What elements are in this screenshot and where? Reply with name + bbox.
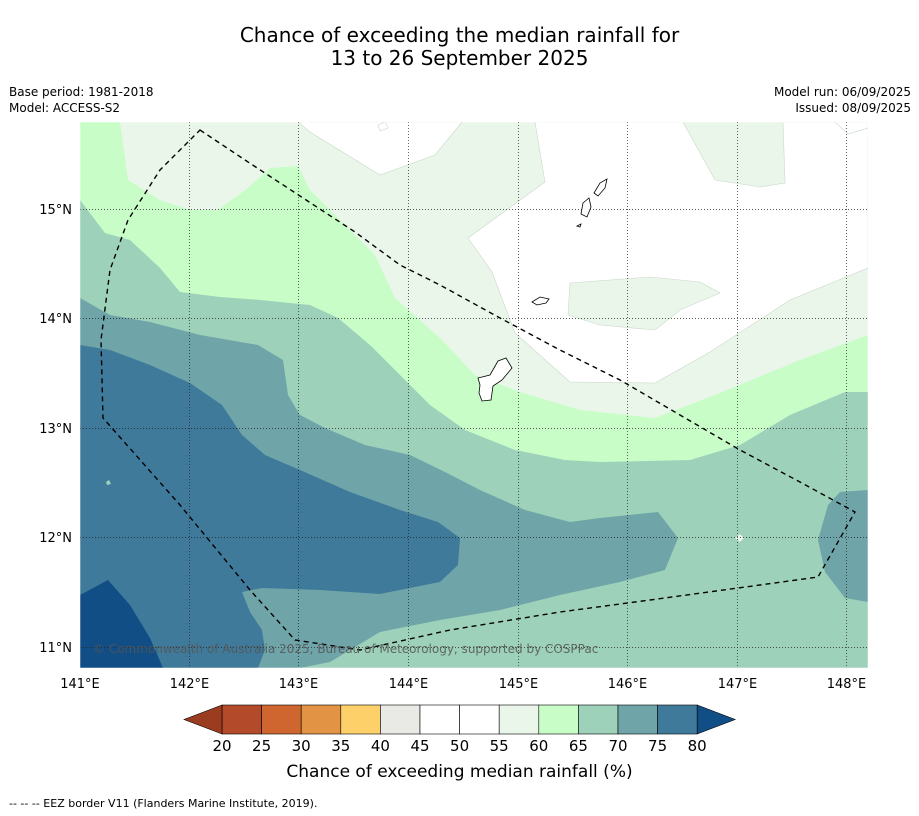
- colorbar-segment: [380, 704, 421, 735]
- colorbar-tick-label: 70: [608, 737, 628, 755]
- lon-tick: 142°E: [170, 677, 210, 692]
- colorbar: [183, 704, 737, 735]
- rota-island: [531, 296, 550, 306]
- colorbar-tick-label: 55: [489, 737, 509, 755]
- colorbar-segment: [459, 704, 500, 735]
- colorbar-tick-label: 75: [648, 737, 668, 755]
- model-run: Model run: 06/09/2025: [773, 85, 911, 99]
- colorbar-tick-label: 65: [568, 737, 588, 755]
- colorbar-tick-label: 20: [212, 737, 232, 755]
- colorbar-segment: [657, 704, 698, 735]
- colorbar-low-extend: [183, 704, 223, 735]
- colorbar-tick-label: 80: [687, 737, 707, 755]
- colorbar-segment: [221, 704, 262, 735]
- lat-tick: 13°N: [39, 422, 72, 437]
- colorbar-segment: [578, 704, 619, 735]
- colorbar-tick-label: 50: [450, 737, 470, 755]
- colorbar-segment: [261, 704, 302, 735]
- lat-tick: 11°N: [39, 641, 72, 656]
- colorbar-tick-label: 30: [291, 737, 311, 755]
- colorbar-segment: [538, 704, 579, 735]
- saipan-island: [593, 178, 608, 197]
- contour-70-75-east: [818, 490, 868, 602]
- lon-tick: 147°E: [718, 677, 758, 692]
- colorbar-segment: [300, 704, 342, 735]
- contour-75-80: [80, 345, 460, 668]
- lon-tick: 145°E: [499, 677, 539, 692]
- lat-tick: 12°N: [39, 531, 72, 546]
- guam-island: [477, 357, 513, 402]
- model-name: Model: ACCESS-S2: [9, 101, 121, 115]
- lon-tick: 144°E: [389, 677, 429, 692]
- colorbar-segment: [498, 704, 540, 735]
- lon-tick: 146°E: [608, 677, 648, 692]
- map-title-line1: Chance of exceeding the median rainfall …: [239, 23, 680, 47]
- colorbar-segment: [419, 704, 460, 735]
- contour-above-80: [80, 580, 163, 668]
- colorbar-tick-label: 45: [410, 737, 430, 755]
- colorbar-segment: [617, 704, 658, 735]
- colorbar-tick-label: 35: [331, 737, 351, 755]
- map-gridlines: [80, 122, 868, 668]
- issued-date: Issued: 08/09/2025: [795, 101, 911, 115]
- lat-tick: 15°N: [39, 203, 72, 218]
- colorbar-title: Chance of exceeding median rainfall (%): [286, 762, 633, 782]
- colorbar-tick-label: 60: [529, 737, 549, 755]
- lon-tick: 143°E: [279, 677, 319, 692]
- lat-tick: 14°N: [39, 312, 72, 327]
- islands: [477, 178, 608, 402]
- contour-white-east: [467, 122, 868, 384]
- lon-tick: 141°E: [60, 677, 100, 692]
- colorbar-tick-label: 40: [370, 737, 390, 755]
- probability-contours: [80, 122, 868, 668]
- lon-tick: 148°E: [827, 677, 867, 692]
- eez-border: [100, 129, 856, 651]
- latitude-labels: 11°N 12°N 13°N 14°N 15°N: [39, 203, 72, 656]
- colorbar-tick-label: 25: [252, 737, 272, 755]
- tinian-island: [580, 197, 592, 218]
- eez-legend: -- -- -- EEZ border V11 (Flanders Marine…: [9, 797, 318, 810]
- colorbar-high-extend: [696, 704, 737, 735]
- colorbar-segment: [340, 704, 381, 735]
- copyright-notice: © Commonwealth of Australia 2025, Bureau…: [93, 642, 599, 656]
- base-period: Base period: 1981-2018: [9, 85, 154, 99]
- contour-white-north: [297, 122, 463, 176]
- longitude-labels: 141°E 142°E 143°E 144°E 145°E 146°E 147°…: [60, 677, 866, 692]
- map-title-line2: 13 to 26 September 2025: [330, 46, 589, 70]
